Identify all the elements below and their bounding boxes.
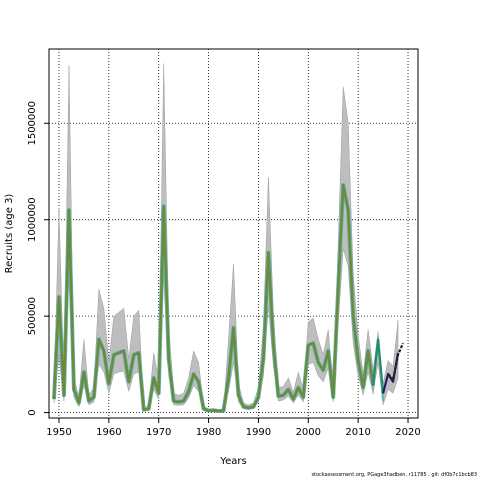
x-tick-label: 1990 [246, 427, 271, 438]
series-lines [51, 182, 405, 414]
x-tick-label: 2020 [395, 427, 420, 438]
x-tick-label: 1980 [196, 427, 221, 438]
y-axis: 0 500000 1000000 1500000 [27, 101, 49, 416]
x-axis-title: Years [219, 456, 246, 467]
y-tick-label: 0 [27, 409, 38, 415]
series-line-shadow [51, 182, 376, 414]
x-tick-label: 1950 [46, 427, 71, 438]
x-tick-label: 2010 [345, 427, 370, 438]
y-axis-title: Recruits (age 3) [4, 194, 15, 274]
y-tick-label: 1000000 [27, 197, 38, 242]
x-tick-label: 2000 [296, 427, 321, 438]
confidence-band-main [53, 63, 374, 412]
series-line-main [52, 183, 375, 413]
x-axis: 1950 1960 1970 1980 1990 2000 2010 2020 [46, 418, 421, 438]
series-line-recent-4 [387, 342, 405, 381]
x-tick-label: 1970 [146, 427, 171, 438]
footer-credit: stockassessment.org, PGage3hadben, r1178… [311, 472, 477, 478]
plot-frame [48, 48, 419, 419]
y-tick-label: 1500000 [27, 101, 38, 146]
y-tick-label: 500000 [27, 297, 38, 335]
series-line-recent-2 [372, 338, 385, 394]
confidence-band-recent [372, 319, 399, 405]
x-tick-label: 1960 [96, 427, 121, 438]
